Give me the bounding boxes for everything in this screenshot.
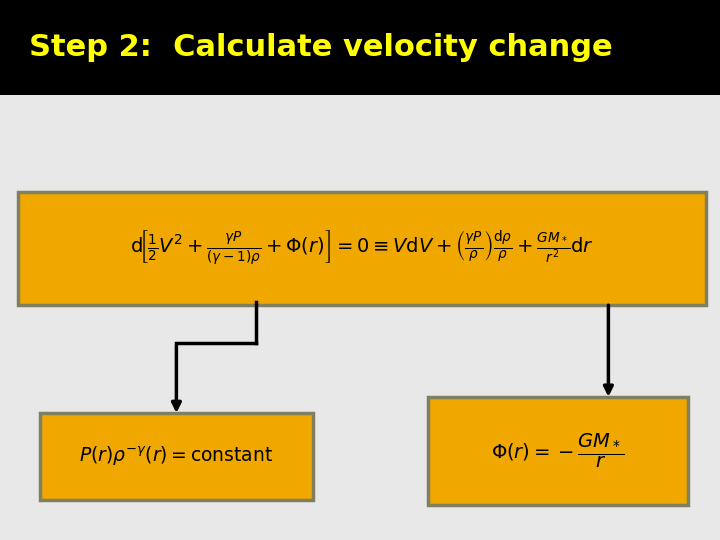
Text: $\mathrm{d}\!\left[\frac{1}{2}V^2+\frac{\gamma P}{(\gamma-1)\rho}+\Phi(r)\right]: $\mathrm{d}\!\left[\frac{1}{2}V^2+\frac{…	[130, 230, 594, 267]
Bar	[0, 94, 720, 540]
Text: $\Phi(r) = -\dfrac{GM_*}{r}$: $\Phi(r) = -\dfrac{GM_*}{r}$	[492, 431, 624, 470]
Text: $P(r)\rho^{-\gamma}(r) = \mathrm{constant}$: $P(r)\rho^{-\gamma}(r) = \mathrm{constan…	[79, 444, 274, 468]
FancyBboxPatch shape	[40, 413, 313, 500]
Text: Step 2:  Calculate velocity change: Step 2: Calculate velocity change	[29, 33, 613, 62]
Bar	[0, 0, 720, 94]
FancyBboxPatch shape	[428, 397, 688, 505]
FancyBboxPatch shape	[18, 192, 706, 305]
